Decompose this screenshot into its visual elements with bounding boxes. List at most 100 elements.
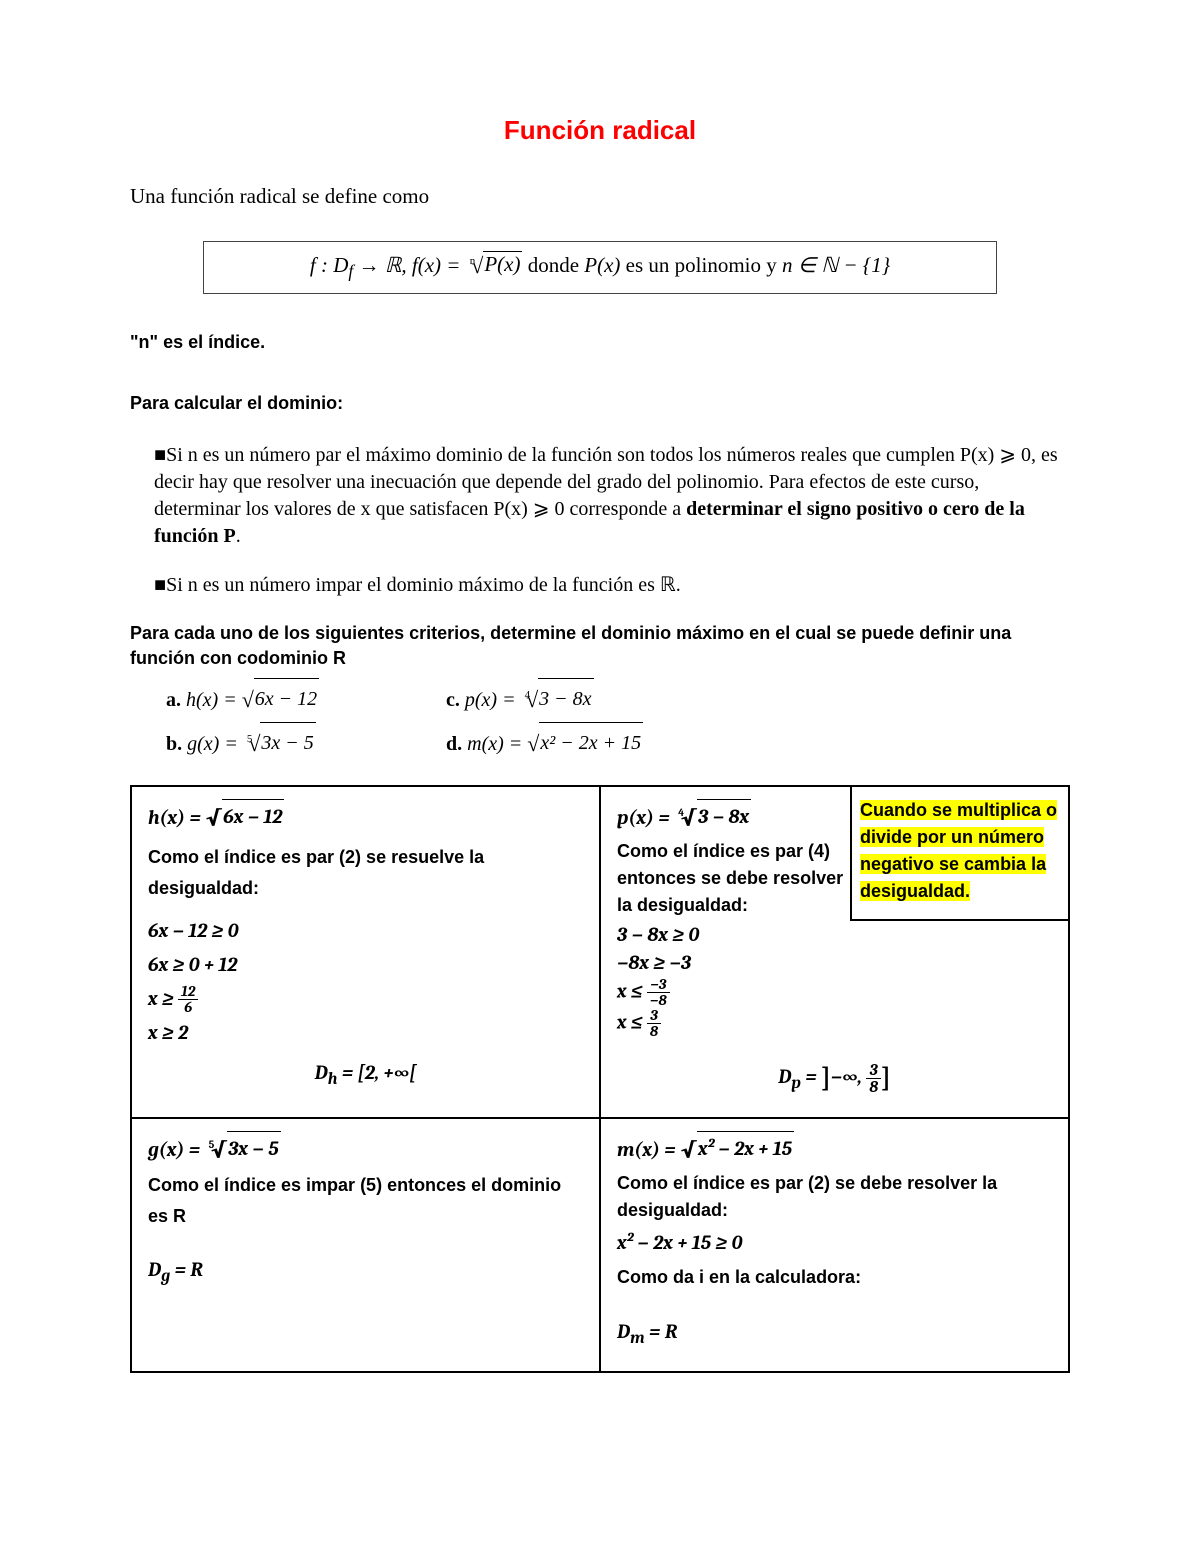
- sol-h-frac-den: 6: [178, 1000, 198, 1015]
- sol-m-Dsub: m: [630, 1329, 645, 1348]
- square-bullet-icon: ■: [154, 572, 166, 599]
- ex-c-label: c.: [446, 689, 460, 711]
- ex-d-fn: m(x) =: [467, 733, 527, 755]
- ex-c-rad: 3 − 8x: [538, 678, 593, 719]
- sol-p-fn: p(x) =: [617, 806, 674, 829]
- sol-m-D: D: [617, 1320, 630, 1343]
- sol-g-Drhs: = R: [170, 1258, 203, 1281]
- radical-icon: √: [680, 1137, 697, 1163]
- sol-h-head: h(x) = √6x − 12: [148, 799, 583, 836]
- def-root: n√P(x): [466, 252, 523, 278]
- def-radicand: P(x): [483, 251, 522, 277]
- ex-a-fn: h(x) =: [186, 689, 242, 711]
- sol-g-D: D: [148, 1258, 161, 1281]
- square-bullet-icon: ■: [154, 442, 166, 469]
- def-n-set: n ∈ ℕ − {1}: [782, 253, 890, 277]
- domain-heading: Para calcular el dominio:: [130, 393, 1070, 414]
- solutions-table: h(x) = √6x − 12 Como el índice es par (2…: [130, 785, 1070, 1373]
- intro-paragraph: Una función radical se define como: [130, 182, 1070, 211]
- sol-p-f2-den: 8: [647, 1024, 661, 1039]
- bullet-even: ■ Si n es un número par el máximo domini…: [154, 442, 1070, 550]
- def-poly-text: es un polinomio y: [620, 253, 782, 277]
- ex-a-label: a.: [166, 689, 181, 711]
- solution-cell-p: Cuando se multiplica o divide por un núm…: [600, 786, 1069, 1118]
- exercise-d: d. m(x) = √x² − 2x + 15: [446, 721, 726, 765]
- bullet2-text: Si n es un número impar el dominio máxim…: [166, 574, 681, 596]
- sol-h-domain: Dh = [2, +∞[: [148, 1056, 583, 1094]
- sol-p-text: Como el índice es par (4) entonces se de…: [617, 838, 857, 919]
- sol-m-head: m(x) = √x² − 2x + 15: [617, 1131, 1052, 1168]
- sol-h-step2: 6x ≥ 0 + 12: [148, 948, 583, 982]
- radical-icon: √: [205, 805, 222, 831]
- sol-m-fn: m(x) =: [617, 1138, 680, 1161]
- solution-cell-m: m(x) = √x² − 2x + 15 Como el índice es p…: [600, 1118, 1069, 1372]
- solution-cell-g: g(x) = 5√3x − 5 Como el índice es impar …: [131, 1118, 600, 1372]
- sol-m-domain: Dm = R: [617, 1315, 1052, 1353]
- radical-icon: √: [210, 1137, 227, 1163]
- note-box: Cuando se multiplica o divide por un núm…: [850, 785, 1070, 921]
- ex-b-label: b.: [166, 733, 182, 755]
- radical-icon: √: [242, 687, 254, 712]
- sol-m-Drhs: = R: [645, 1320, 678, 1343]
- sol-p-Dsub: p: [791, 1074, 801, 1093]
- exercise-intro: Para cada uno de los siguientes criterio…: [130, 621, 1070, 671]
- def-arrow: → ℝ, f(x) =: [353, 253, 465, 277]
- def-px: P(x): [584, 253, 620, 277]
- sol-p-f1-lhs: x ≤: [617, 980, 647, 1003]
- sol-g-head: g(x) = 5√3x − 5: [148, 1131, 583, 1168]
- sol-p-D: D: [778, 1065, 791, 1088]
- radical-icon: √: [248, 731, 260, 756]
- index-note: "n" es el índice.: [130, 332, 1070, 353]
- sol-p-close: ]: [881, 1063, 891, 1093]
- ex-d-rad: x² − 2x + 15: [539, 722, 643, 763]
- sol-m-text1: Como el índice es par (2) se debe resolv…: [617, 1170, 1052, 1224]
- document-page: Función radical Una función radical se d…: [0, 0, 1200, 1553]
- solution-cell-h: h(x) = √6x − 12 Como el índice es par (2…: [131, 786, 600, 1118]
- sol-p-step3: x ≤ −3−8: [617, 977, 857, 1008]
- exercise-c: c. p(x) = 4√3 − 8x: [446, 677, 726, 721]
- def-where: donde: [522, 253, 584, 277]
- sol-h-frac-lhs: x ≥: [148, 987, 178, 1010]
- sol-p-step4: x ≤ 38: [617, 1008, 857, 1039]
- sol-p-neginf: −∞,: [831, 1065, 867, 1088]
- def-lhs: f : D: [310, 253, 349, 277]
- sol-m-text2: Como da i en la calculadora:: [617, 1262, 1052, 1293]
- sol-p-head: p(x) = 4√3 − 8x: [617, 799, 857, 836]
- sol-p-domain: Dp = ]−∞, 38]: [617, 1053, 1052, 1098]
- bullet1-end: .: [236, 525, 241, 547]
- ex-b-fn: g(x) =: [187, 733, 243, 755]
- sol-h-text: Como el índice es par (2) se resuelve la…: [148, 842, 583, 903]
- bullet-odd: ■ Si n es un número impar el dominio máx…: [154, 572, 1070, 599]
- radical-icon: √: [526, 687, 538, 712]
- sol-m-rad: x² − 2x + 15: [697, 1131, 794, 1166]
- exercise-a: a. h(x) = √6x − 12: [166, 677, 446, 721]
- sol-h-rad: 6x − 12: [222, 799, 284, 834]
- sol-h-step4: x ≥ 2: [148, 1016, 583, 1050]
- sol-p-Deq: =: [801, 1065, 821, 1088]
- ex-b-rad: 3x − 5: [260, 722, 315, 763]
- sol-m-step: x² − 2x + 15 ≥ 0: [617, 1226, 1052, 1260]
- sol-g-Dsub: g: [161, 1267, 170, 1286]
- sol-p-step1: 3 − 8x ≥ 0: [617, 921, 857, 949]
- page-title: Función radical: [130, 115, 1070, 146]
- ex-d-label: d.: [446, 733, 462, 755]
- sol-p-step2: −8x ≥ −3: [617, 949, 857, 977]
- sol-g-domain: Dg = R: [148, 1253, 583, 1291]
- radical-icon: √: [680, 805, 697, 831]
- sol-p-dfd: 8: [866, 1079, 881, 1095]
- radical-icon: √: [527, 731, 539, 756]
- sol-h-D: D: [315, 1061, 328, 1084]
- sol-p-rad: 3 − 8x: [697, 799, 751, 834]
- exercise-b: b. g(x) = 5√3x − 5: [166, 721, 446, 765]
- sol-h-step1: 6x − 12 ≥ 0: [148, 914, 583, 948]
- sol-h-Drhs: = [2, +∞[: [337, 1061, 416, 1084]
- sol-h-step3: x ≥ 126: [148, 982, 583, 1016]
- sol-g-text: Como el índice es impar (5) entonces el …: [148, 1170, 583, 1231]
- radical-icon: √: [471, 253, 483, 278]
- sol-p-open: ]: [821, 1063, 831, 1093]
- ex-a-rad: 6x − 12: [254, 678, 319, 719]
- sol-h-fn: h(x) =: [148, 806, 205, 829]
- sol-h-Dsub: h: [328, 1070, 338, 1089]
- sol-p-dfn: 3: [866, 1062, 881, 1079]
- sol-p-f2-lhs: x ≤: [617, 1011, 647, 1034]
